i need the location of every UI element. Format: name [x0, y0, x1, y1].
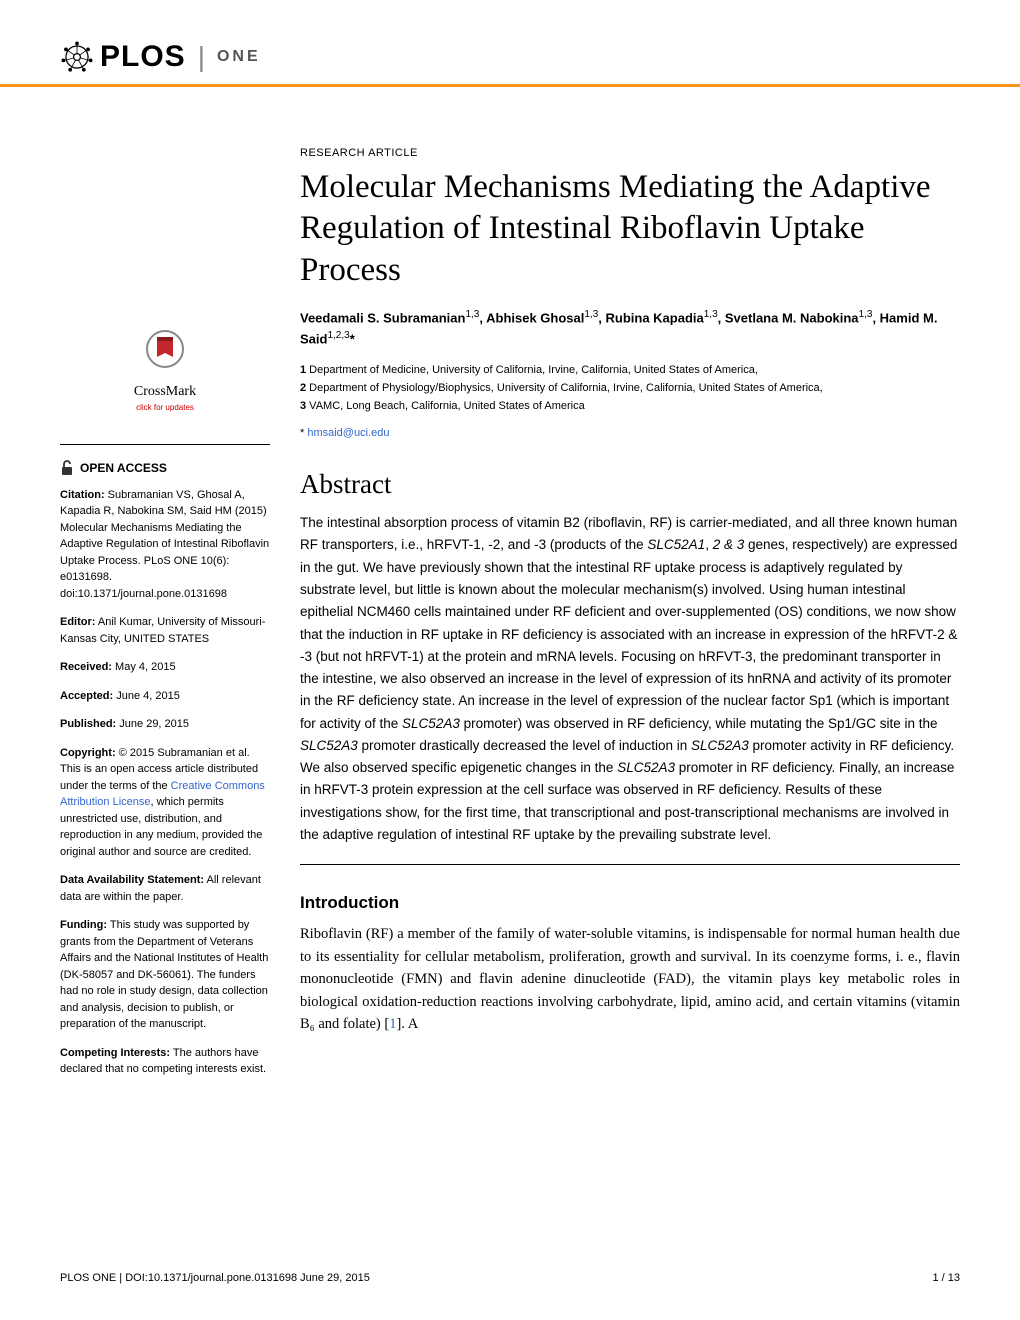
received-text: May 4, 2015	[112, 661, 176, 673]
crossmark-sub: click for updates	[60, 402, 270, 414]
editor-section: Editor: Anil Kumar, University of Missou…	[60, 614, 270, 647]
published-text: June 29, 2015	[116, 718, 189, 730]
authors: Veedamali S. Subramanian1,3, Abhisek Gho…	[300, 307, 960, 349]
journal-logo: PLOS | ONE	[60, 40, 960, 74]
main-column: RESEARCH ARTICLE Molecular Mechanisms Me…	[290, 87, 960, 1090]
received-label: Received:	[60, 661, 112, 673]
intro-heading: Introduction	[300, 893, 960, 913]
crossmark-badge[interactable]: CrossMark click for updates	[60, 327, 270, 414]
logo-divider: |	[198, 41, 205, 73]
page-content: CrossMark click for updates OPEN ACCESS …	[0, 87, 1020, 1090]
page-footer: PLOS ONE | DOI:10.1371/journal.pone.0131…	[60, 1272, 960, 1284]
competing-label: Competing Interests:	[60, 1047, 170, 1059]
citation-text: Subramanian VS, Ghosal A, Kapadia R, Nab…	[60, 489, 269, 600]
competing-section: Competing Interests: The authors have de…	[60, 1045, 270, 1078]
data-label: Data Availability Statement:	[60, 874, 204, 886]
accepted-label: Accepted:	[60, 690, 113, 702]
accepted-section: Accepted: June 4, 2015	[60, 688, 270, 705]
footer-left: PLOS ONE | DOI:10.1371/journal.pone.0131…	[60, 1272, 370, 1284]
sidebar: CrossMark click for updates OPEN ACCESS …	[60, 87, 290, 1090]
funding-label: Funding:	[60, 919, 107, 931]
article-title: Molecular Mechanisms Mediating the Adapt…	[300, 167, 960, 291]
published-label: Published:	[60, 718, 116, 730]
sidebar-divider	[60, 444, 270, 445]
crossmark-icon	[145, 327, 185, 371]
intro-text: Riboflavin (RF) a member of the family o…	[300, 923, 960, 1035]
article-type: RESEARCH ARTICLE	[300, 147, 960, 159]
copyright-section: Copyright: © 2015 Subramanian et al. Thi…	[60, 745, 270, 861]
open-access-badge: OPEN ACCESS	[60, 459, 270, 477]
plos-icon	[60, 40, 94, 74]
corresponding-author: * hmsaid@uci.edu	[300, 427, 960, 439]
funding-section: Funding: This study was supported by gra…	[60, 917, 270, 1033]
page-header: PLOS | ONE	[0, 0, 1020, 87]
citation-label: Citation:	[60, 489, 105, 501]
abstract-heading: Abstract	[300, 469, 960, 500]
open-lock-icon	[60, 460, 74, 476]
open-access-text: OPEN ACCESS	[80, 459, 167, 477]
plos-logo: PLOS	[60, 40, 186, 74]
citation-section: Citation: Subramanian VS, Ghosal A, Kapa…	[60, 487, 270, 603]
corresponding-email-link[interactable]: hmsaid@uci.edu	[307, 427, 389, 439]
abstract-text: The intestinal absorption process of vit…	[300, 512, 960, 846]
funding-text: This study was supported by grants from …	[60, 919, 268, 1030]
received-section: Received: May 4, 2015	[60, 659, 270, 676]
data-availability-section: Data Availability Statement: All relevan…	[60, 872, 270, 905]
editor-label: Editor:	[60, 616, 95, 628]
crossmark-label: CrossMark	[60, 381, 270, 402]
copyright-label: Copyright:	[60, 747, 116, 759]
footer-right: 1 / 13	[932, 1272, 960, 1284]
plos-text: PLOS	[100, 40, 186, 74]
published-section: Published: June 29, 2015	[60, 716, 270, 733]
accepted-text: June 4, 2015	[113, 690, 180, 702]
affiliations: 1 Department of Medicine, University of …	[300, 362, 960, 415]
journal-sub-brand: ONE	[217, 48, 261, 66]
main-divider	[300, 864, 960, 865]
